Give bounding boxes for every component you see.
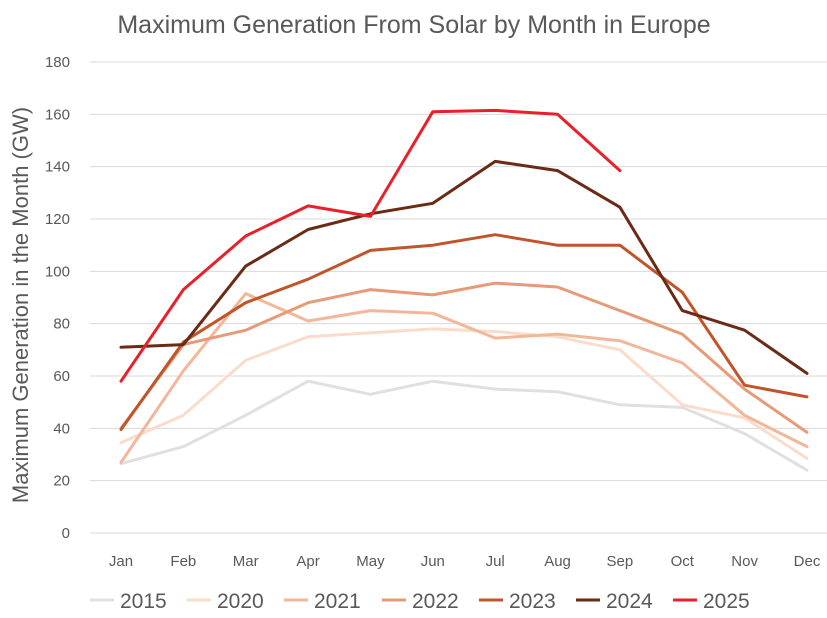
legend-label-2023: 2023 <box>509 590 556 613</box>
y-tick-label: 80 <box>53 316 70 333</box>
legend: 2015 2020 2021 2022 2023 2024 2025 <box>90 590 750 613</box>
y-tick-label: 120 <box>45 211 70 228</box>
x-tick-label: Jan <box>109 553 133 570</box>
y-tick-label: 180 <box>45 54 70 71</box>
y-tick-label: 0 <box>62 525 70 542</box>
x-tick-label: Mar <box>233 553 259 570</box>
x-tick-label: Nov <box>731 553 758 570</box>
x-tick-label: Feb <box>170 553 196 570</box>
x-tick-label: May <box>356 553 385 570</box>
y-axis-label: Maximum Generation in the Month (GW) <box>8 107 33 503</box>
series-line-2023 <box>119 233 809 432</box>
legend-label-2020: 2020 <box>217 590 264 613</box>
series-line-2025 <box>119 108 622 383</box>
x-tick-label: Sep <box>607 553 634 570</box>
y-tick-label: 160 <box>45 106 70 123</box>
x-tick-label: Apr <box>296 553 319 570</box>
y-tick-label: 40 <box>53 420 70 437</box>
series-line-2015 <box>119 379 809 472</box>
x-tick-label: Oct <box>671 553 695 570</box>
legend-label-2022: 2022 <box>412 590 459 613</box>
legend-label-2024: 2024 <box>606 590 653 613</box>
x-axis-ticks: Jan Feb Mar Apr May Jun Jul Aug Sep Oct Nov Dec <box>109 553 821 570</box>
x-tick-label: Aug <box>544 553 571 570</box>
series-line-2022 <box>119 281 809 434</box>
chart-title: Maximum Generation From Solar by Month i… <box>117 11 710 39</box>
y-tick-label: 20 <box>53 473 70 490</box>
y-tick-label: 100 <box>45 263 70 280</box>
legend-label-2021: 2021 <box>314 590 361 613</box>
x-tick-label: Jul <box>486 553 505 570</box>
gridlines <box>90 61 827 534</box>
x-tick-label: Jun <box>421 553 445 570</box>
legend-label-2025: 2025 <box>703 590 750 613</box>
series-line-2020 <box>119 327 809 460</box>
series-lines <box>119 108 809 472</box>
series-line-2024 <box>119 159 809 375</box>
x-tick-label: Dec <box>794 553 821 570</box>
y-axis-ticks: 0 20 40 60 80 100 120 140 160 180 <box>45 54 70 542</box>
series-line-2021 <box>119 292 809 464</box>
legend-label-2015: 2015 <box>120 590 167 613</box>
y-tick-label: 60 <box>53 368 70 385</box>
y-tick-label: 140 <box>45 159 70 176</box>
